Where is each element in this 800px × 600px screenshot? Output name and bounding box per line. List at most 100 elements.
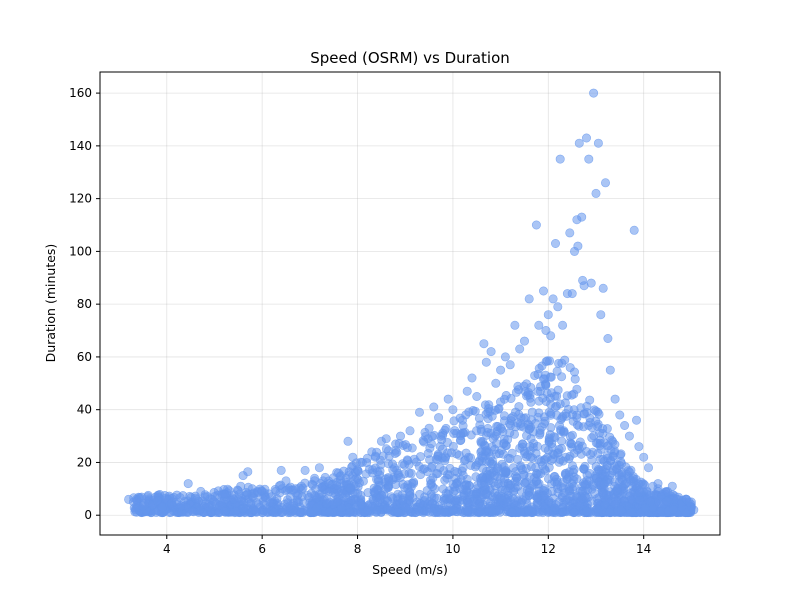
data-point bbox=[510, 320, 520, 330]
data-point bbox=[596, 310, 606, 320]
data-point bbox=[499, 434, 509, 444]
data-point bbox=[499, 411, 509, 421]
y-tick-label: 20 bbox=[77, 455, 92, 469]
x-tick-label: 10 bbox=[445, 542, 460, 556]
data-point bbox=[578, 486, 588, 496]
data-point bbox=[451, 495, 461, 505]
data-point bbox=[152, 496, 162, 506]
data-point bbox=[503, 453, 513, 463]
data-point bbox=[239, 504, 249, 514]
data-point bbox=[269, 507, 279, 517]
data-point bbox=[505, 419, 515, 429]
data-point bbox=[662, 496, 672, 506]
y-tick-label: 100 bbox=[69, 244, 92, 258]
data-point bbox=[572, 413, 582, 423]
data-point bbox=[617, 467, 627, 477]
data-point bbox=[667, 481, 677, 491]
data-point bbox=[532, 492, 542, 502]
data-point bbox=[581, 133, 591, 143]
data-point bbox=[541, 396, 551, 406]
data-point bbox=[229, 494, 239, 504]
data-point bbox=[605, 365, 615, 375]
y-tick-label: 40 bbox=[77, 403, 92, 417]
data-point bbox=[615, 410, 625, 420]
data-point bbox=[640, 503, 650, 513]
data-point bbox=[490, 481, 500, 491]
data-point bbox=[558, 456, 568, 466]
x-axis-label: Speed (m/s) bbox=[372, 562, 448, 577]
data-point bbox=[563, 404, 573, 414]
data-point bbox=[277, 507, 287, 517]
data-point bbox=[634, 442, 644, 452]
data-point bbox=[527, 407, 537, 417]
data-point bbox=[345, 483, 355, 493]
data-point bbox=[558, 320, 568, 330]
data-point bbox=[236, 481, 246, 491]
data-point bbox=[536, 382, 546, 392]
data-point bbox=[281, 486, 291, 496]
data-point bbox=[591, 188, 601, 198]
data-point bbox=[502, 497, 512, 507]
data-point bbox=[190, 493, 200, 503]
data-point bbox=[566, 439, 576, 449]
data-point bbox=[516, 413, 526, 423]
data-point bbox=[485, 457, 495, 467]
data-point bbox=[617, 475, 627, 485]
data-point bbox=[476, 502, 486, 512]
data-point bbox=[450, 482, 460, 492]
data-point bbox=[350, 474, 360, 484]
data-point bbox=[689, 505, 699, 515]
data-point bbox=[567, 289, 577, 299]
data-point bbox=[653, 479, 663, 489]
data-point bbox=[434, 413, 444, 423]
data-point bbox=[448, 405, 458, 415]
data-point bbox=[513, 381, 523, 391]
data-point bbox=[471, 426, 481, 436]
data-point bbox=[634, 479, 644, 489]
data-point bbox=[501, 465, 511, 475]
data-point bbox=[480, 441, 490, 451]
data-point bbox=[576, 403, 586, 413]
data-point bbox=[523, 387, 533, 397]
data-point bbox=[554, 358, 564, 368]
data-point bbox=[550, 391, 560, 401]
data-point bbox=[565, 228, 575, 238]
x-tick-label: 6 bbox=[258, 542, 266, 556]
data-point bbox=[587, 423, 597, 433]
data-point bbox=[515, 344, 525, 354]
data-point bbox=[321, 499, 331, 509]
data-point bbox=[393, 470, 403, 480]
data-point bbox=[491, 378, 501, 388]
data-point bbox=[431, 454, 441, 464]
data-point bbox=[550, 503, 560, 513]
data-point bbox=[631, 415, 641, 425]
data-point bbox=[487, 506, 497, 516]
data-point bbox=[486, 347, 496, 357]
data-point bbox=[395, 431, 405, 441]
y-tick-label: 60 bbox=[77, 350, 92, 364]
data-point bbox=[324, 507, 334, 517]
y-tick-label: 80 bbox=[77, 297, 92, 311]
data-point bbox=[290, 484, 300, 494]
data-point bbox=[400, 502, 410, 512]
data-point bbox=[542, 388, 552, 398]
data-point bbox=[518, 439, 528, 449]
data-point bbox=[219, 489, 229, 499]
data-point bbox=[369, 487, 379, 497]
data-point bbox=[250, 506, 260, 516]
data-point bbox=[588, 447, 598, 457]
data-point bbox=[620, 420, 630, 430]
data-point bbox=[443, 394, 453, 404]
data-point bbox=[580, 461, 590, 471]
data-point bbox=[526, 433, 536, 443]
data-point bbox=[468, 489, 478, 499]
y-tick-label: 140 bbox=[69, 139, 92, 153]
data-point bbox=[605, 432, 615, 442]
data-point bbox=[548, 294, 558, 304]
data-point bbox=[586, 278, 596, 288]
data-point bbox=[424, 423, 434, 433]
data-point bbox=[458, 484, 468, 494]
data-point bbox=[668, 505, 678, 515]
data-point bbox=[629, 225, 639, 235]
